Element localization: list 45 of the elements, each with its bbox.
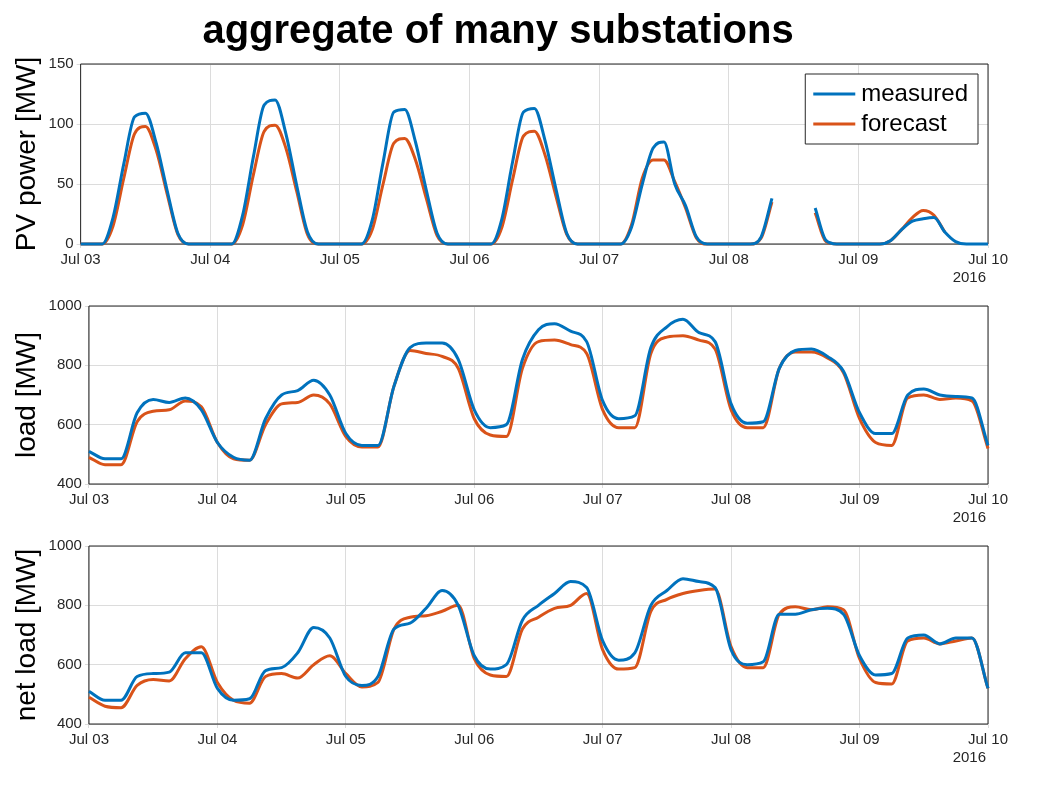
x-tick-label: Jul 05 xyxy=(319,250,360,268)
y-tick-label: 100 xyxy=(48,114,74,132)
x-tick-label: Jul 05 xyxy=(325,730,366,748)
legend-label: measured xyxy=(861,78,969,106)
x-tick-label: Jul 04 xyxy=(197,490,238,508)
y-tick-label: 400 xyxy=(56,474,82,492)
y-tick-label: 1000 xyxy=(48,296,82,314)
x-tick-label: Jul 04 xyxy=(190,250,231,268)
x-tick-label: Jul 10 xyxy=(967,490,1009,508)
y-tick-label: 800 xyxy=(56,595,82,613)
x-tick-label: Jul 05 xyxy=(325,490,366,508)
x-tick-label: Jul 06 xyxy=(449,250,490,268)
x-tick-label: Jul 07 xyxy=(582,730,623,748)
text: 2016 xyxy=(952,267,986,285)
text: 2016 xyxy=(952,507,986,525)
y-tick-label: 1000 xyxy=(48,536,82,554)
y-tick-label: 0 xyxy=(65,234,74,252)
chart-title: aggregate of many substations xyxy=(202,7,794,52)
y-tick-label: 400 xyxy=(56,714,82,732)
x-tick-label: Jul 04 xyxy=(197,730,238,748)
x-tick-label: Jul 03 xyxy=(68,730,109,748)
x-tick-label: Jul 09 xyxy=(839,490,880,508)
y-tick-label: 50 xyxy=(56,174,74,192)
x-tick-label: Jul 09 xyxy=(839,730,880,748)
legend-label: forecast xyxy=(861,108,947,136)
y-axis-title: net load [MW] xyxy=(9,548,41,722)
x-tick-label: Jul 08 xyxy=(708,250,749,268)
x-tick-label: Jul 06 xyxy=(454,490,495,508)
x-tick-label: Jul 03 xyxy=(60,250,101,268)
y-tick-label: 600 xyxy=(56,654,82,672)
x-tick-label: Jul 07 xyxy=(579,250,620,268)
x-tick-label: Jul 06 xyxy=(454,730,495,748)
x-tick-label: Jul 10 xyxy=(967,250,1009,268)
y-tick-label: 600 xyxy=(56,414,82,432)
x-tick-label: Jul 10 xyxy=(967,730,1009,748)
x-tick-label: Jul 08 xyxy=(711,730,752,748)
x-tick-label: Jul 08 xyxy=(711,490,752,508)
x-tick-label: Jul 03 xyxy=(68,490,109,508)
y-tick-label: 800 xyxy=(56,355,82,373)
text: 2016 xyxy=(952,747,986,765)
x-tick-label: Jul 07 xyxy=(582,490,623,508)
y-tick-label: 150 xyxy=(48,54,74,72)
y-axis-title: load [MW] xyxy=(9,331,41,459)
y-axis-title: PV power [MW] xyxy=(9,56,41,252)
x-tick-label: Jul 09 xyxy=(838,250,879,268)
